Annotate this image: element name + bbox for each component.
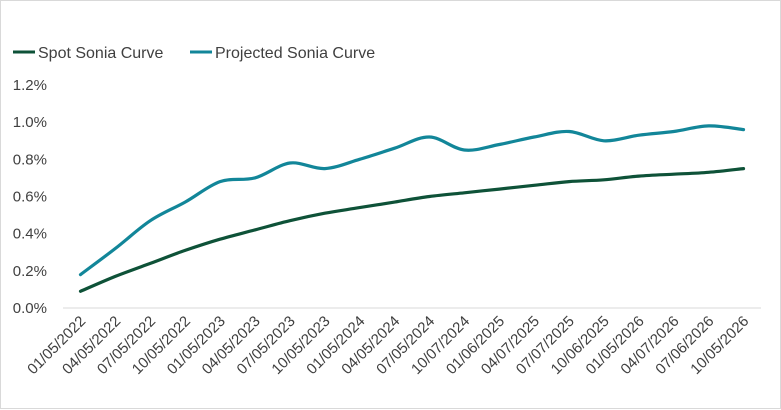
data-point-projected bbox=[184, 201, 186, 203]
data-point-projected bbox=[254, 177, 256, 179]
series-layer bbox=[78, 124, 746, 293]
data-point-projected bbox=[149, 220, 151, 222]
data-point-spot bbox=[289, 220, 291, 222]
data-point-spot bbox=[428, 195, 430, 197]
data-point-projected bbox=[673, 130, 675, 132]
data-point-projected bbox=[79, 273, 81, 275]
data-point-projected bbox=[463, 149, 465, 151]
x-axis: 01/05/202204/05/202207/05/202210/05/2022… bbox=[24, 307, 761, 378]
data-point-projected bbox=[707, 125, 709, 127]
data-point-spot bbox=[742, 167, 744, 169]
legend-item-spot: Spot Sonia Curve bbox=[13, 45, 164, 62]
legend: Spot Sonia Curve Projected Sonia Curve bbox=[13, 45, 375, 62]
y-tick-label: 1.0% bbox=[13, 114, 47, 131]
y-tick-label: 1.2% bbox=[13, 77, 47, 94]
y-axis: 0.0% 0.2% 0.4% 0.6% 0.8% 1.0% 1.2% bbox=[13, 77, 47, 317]
data-point-projected bbox=[568, 130, 570, 132]
legend-label-projected: Projected Sonia Curve bbox=[215, 45, 375, 62]
data-point-spot bbox=[358, 206, 360, 208]
y-tick-label: 0.8% bbox=[13, 151, 47, 168]
data-point-spot bbox=[638, 175, 640, 177]
y-tick-label: 0.0% bbox=[13, 300, 47, 317]
data-point-spot bbox=[79, 290, 81, 292]
data-point-projected bbox=[498, 143, 500, 145]
data-point-projected bbox=[358, 158, 360, 160]
series-line-spot bbox=[78, 167, 746, 293]
data-point-spot bbox=[568, 180, 570, 182]
y-tick-label: 0.6% bbox=[13, 189, 47, 206]
data-point-spot bbox=[707, 171, 709, 173]
data-point-spot bbox=[219, 238, 221, 240]
data-point-projected bbox=[393, 147, 395, 149]
data-point-spot bbox=[254, 229, 256, 231]
data-point-projected bbox=[289, 162, 291, 164]
data-point-spot bbox=[393, 201, 395, 203]
data-point-spot bbox=[673, 173, 675, 175]
data-point-projected bbox=[324, 167, 326, 169]
data-point-projected bbox=[219, 180, 221, 182]
y-tick-label: 0.4% bbox=[13, 226, 47, 243]
data-point-projected bbox=[742, 128, 744, 130]
data-point-spot bbox=[324, 212, 326, 214]
data-point-projected bbox=[603, 140, 605, 142]
data-point-spot bbox=[603, 179, 605, 181]
data-point-spot bbox=[184, 249, 186, 251]
data-point-spot bbox=[533, 184, 535, 186]
data-point-projected bbox=[428, 136, 430, 138]
data-point-spot bbox=[498, 188, 500, 190]
data-point-spot bbox=[149, 262, 151, 264]
series-line-projected bbox=[78, 124, 746, 277]
legend-label-spot: Spot Sonia Curve bbox=[38, 45, 164, 62]
data-point-projected bbox=[114, 247, 116, 249]
data-point-spot bbox=[114, 275, 116, 277]
legend-item-projected: Projected Sonia Curve bbox=[190, 45, 375, 62]
data-point-projected bbox=[533, 136, 535, 138]
y-tick-label: 0.2% bbox=[13, 263, 47, 280]
data-point-spot bbox=[463, 192, 465, 194]
data-point-projected bbox=[638, 134, 640, 136]
